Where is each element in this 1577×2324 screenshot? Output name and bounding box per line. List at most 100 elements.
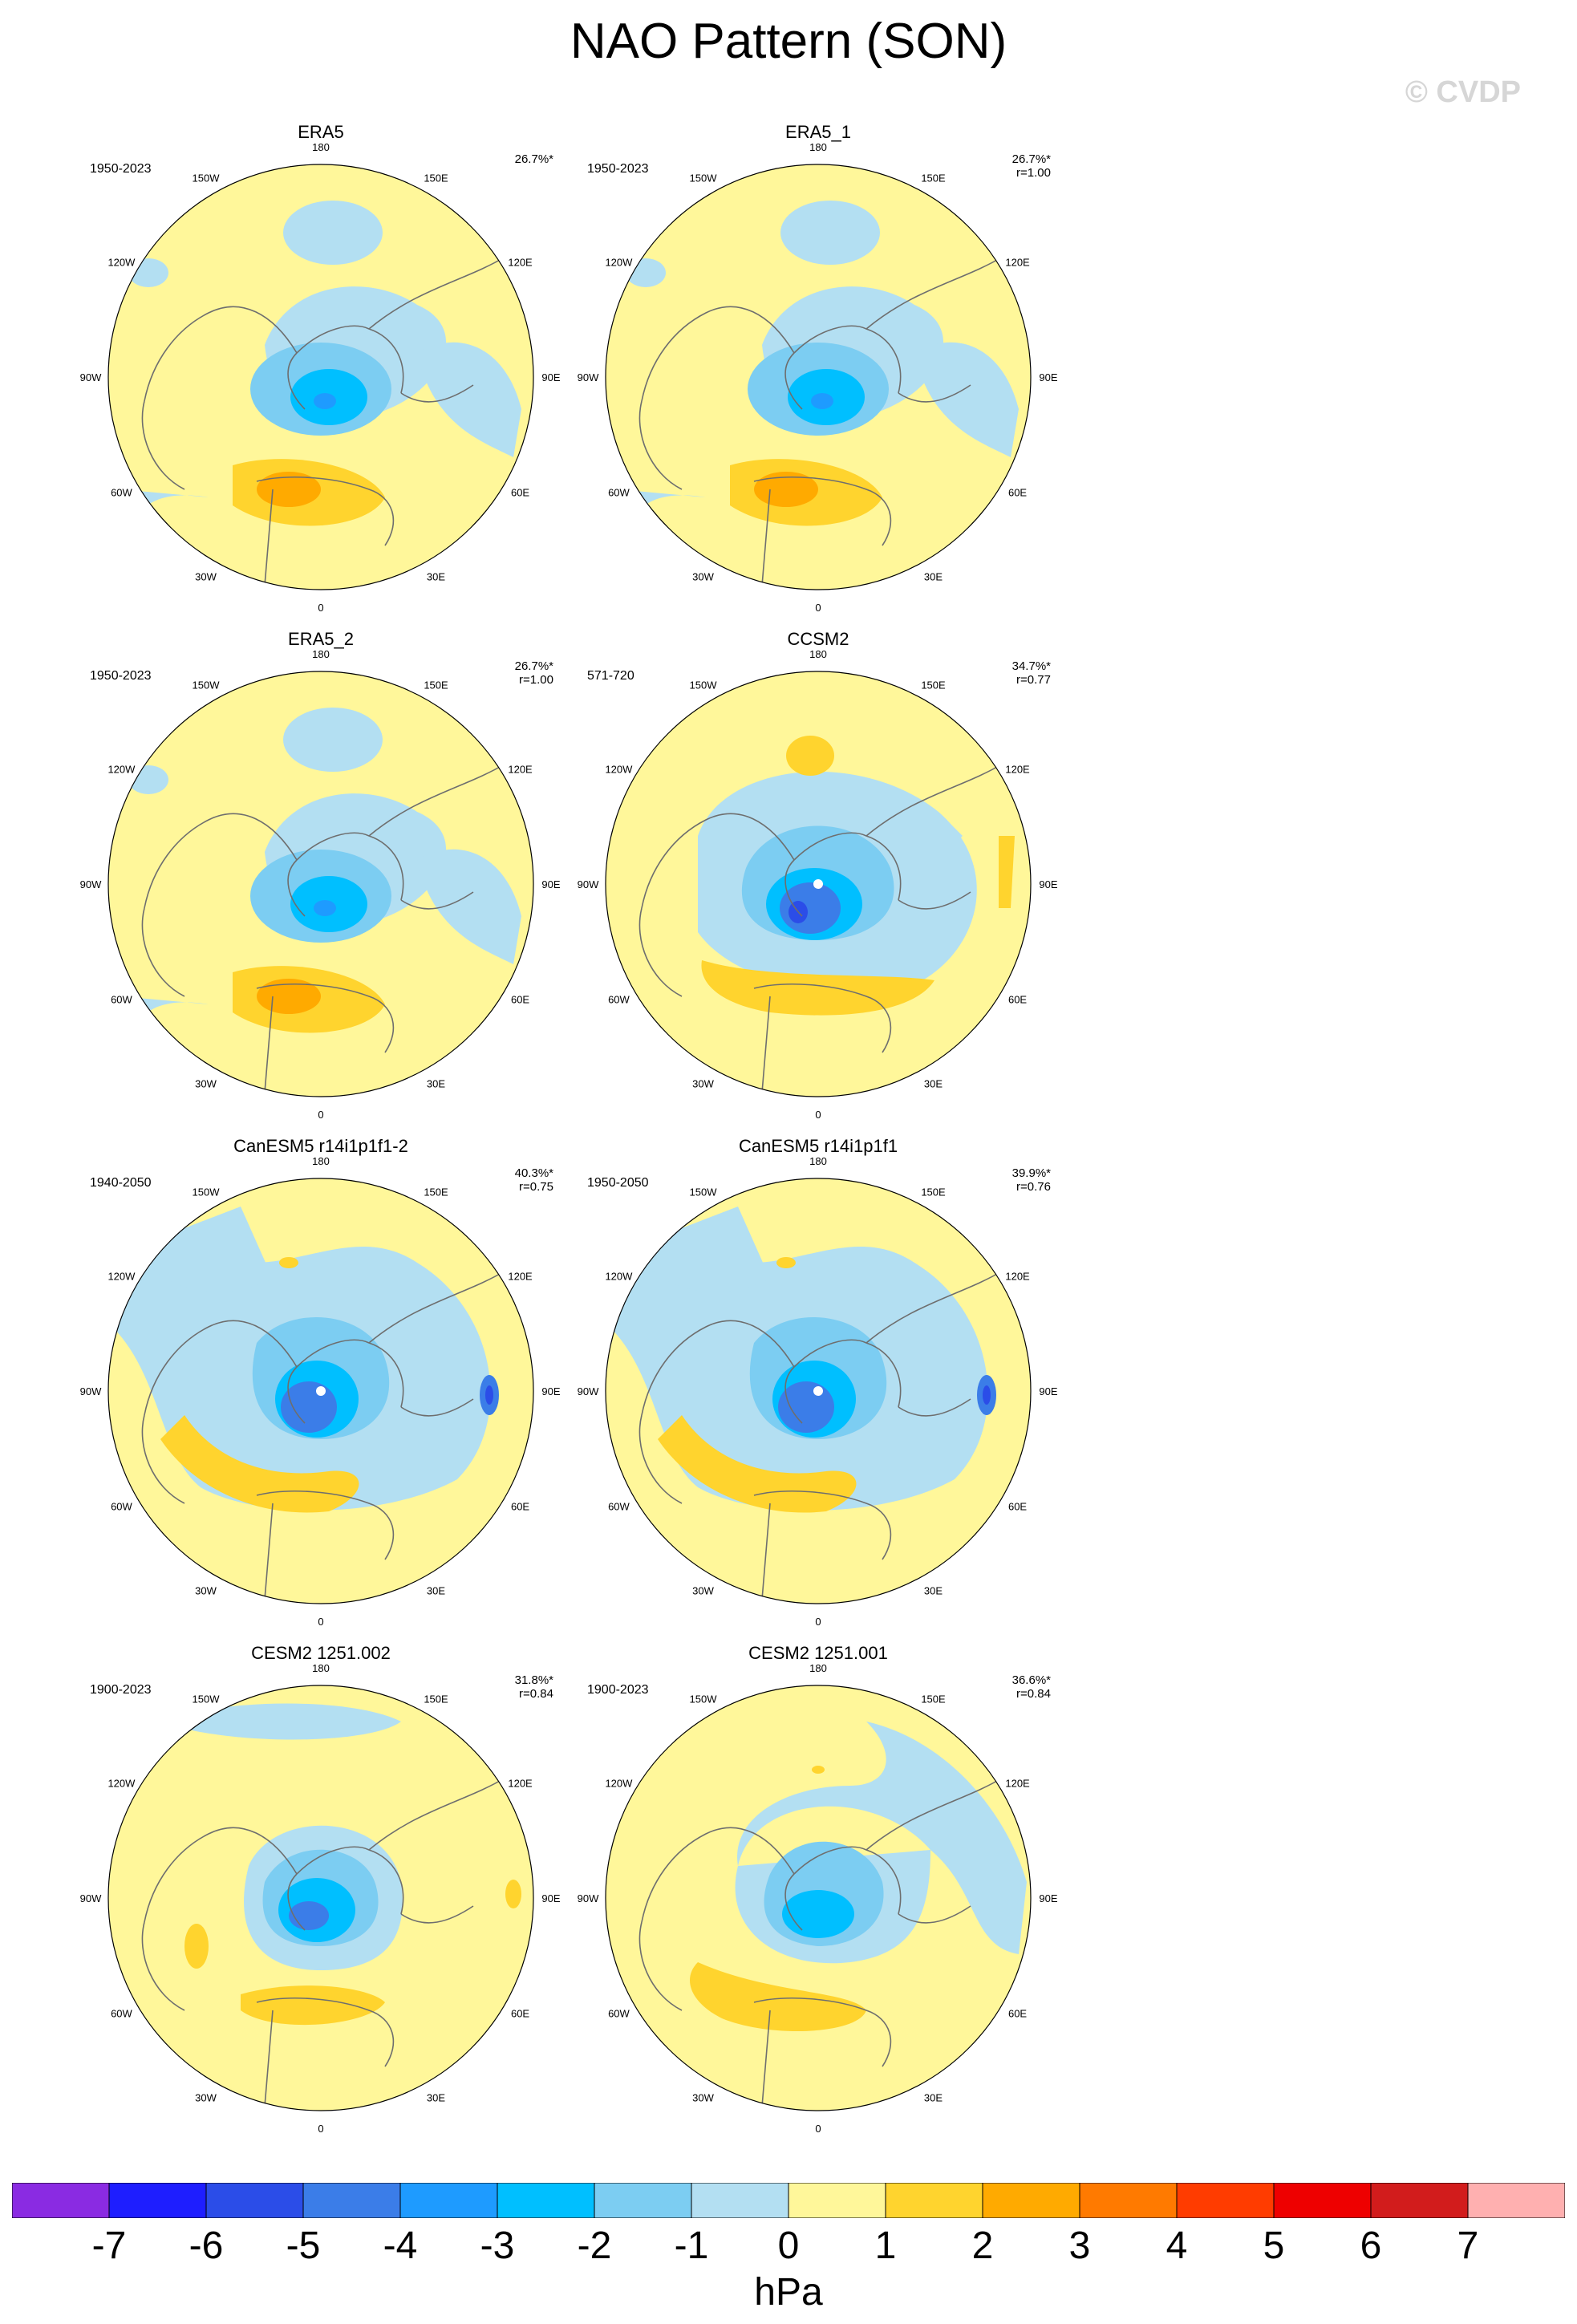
coastline (639, 907, 683, 997)
longitude-label: 120E (508, 1778, 533, 1790)
anomaly-contour (983, 1385, 991, 1405)
variance-explained: 26.7%* (514, 152, 553, 166)
longitude-label: 180 (312, 648, 330, 660)
longitude-label: 180 (809, 1662, 827, 1674)
colorbar-tick-label: -7 (91, 2225, 127, 2267)
longitude-label: 180 (809, 1155, 827, 1167)
coastline (400, 1905, 474, 1924)
coastline (287, 352, 306, 410)
anomaly-contour (658, 1415, 857, 1513)
map-panel: 180 150E 120E 90E 60E 30E 0 30W 60W 90W 120W 150W ER… (578, 122, 1139, 635)
polar-map: 180 150E 120E 90E 60E 30E 0 30W 60W 90W 120W 150W (80, 648, 561, 1121)
panel-stats: 26.7%* (425, 152, 553, 166)
panel-title: CanESM5 r14i1p1f1-2 (233, 1136, 408, 1156)
longitude-label: 180 (312, 141, 330, 153)
longitude-label: 30E (924, 2092, 943, 2104)
coastline (287, 1366, 306, 1424)
longitude-label: 90E (541, 1892, 560, 1904)
longitude-label: 60E (1008, 487, 1027, 499)
longitude-label: 150E (424, 1693, 448, 1705)
longitude-label: 150W (193, 172, 221, 184)
longitude-label: 150W (690, 172, 718, 184)
longitude-label: 0 (815, 2123, 821, 2135)
coastline (141, 1921, 185, 2011)
longitude-label: 150E (424, 172, 448, 184)
longitude-label: 30W (692, 1078, 714, 1090)
coastline (368, 1777, 506, 1851)
longitude-label: 30E (427, 2092, 445, 2104)
coastline (761, 996, 771, 1093)
map-boundary (107, 1685, 534, 2111)
map-boundary (107, 671, 534, 1097)
colorbar-swatch (302, 2183, 401, 2218)
longitude-label: 90W (80, 1385, 102, 1397)
coastline (287, 859, 306, 917)
anomaly-contour (417, 849, 521, 964)
map-panel: 180 150E 120E 90E 60E 30E 0 30W 60W 90W 120W 150W CC… (578, 629, 1139, 1142)
coastline (784, 352, 803, 410)
longitude-label: 0 (815, 1109, 821, 1121)
watermark: © CVDP (1405, 75, 1521, 109)
coastline (264, 996, 274, 1093)
coastline (144, 306, 298, 402)
colorbar-swatch (788, 2183, 886, 2218)
coastline (141, 907, 185, 997)
anomaly-contour (241, 1985, 385, 2026)
colorbar-swatch (1079, 2183, 1178, 2218)
coastline (866, 256, 1003, 330)
longitude-label: 90W (80, 878, 102, 890)
map-panel: 180 150E 120E 90E 60E 30E 0 30W 60W 90W 120W 150W ER… (80, 122, 642, 635)
anomaly-contour (782, 1890, 854, 1938)
coastline (368, 763, 506, 837)
longitude-label: 60E (1008, 2008, 1027, 2020)
anomaly-contour (283, 201, 383, 265)
pattern-correlation: r=1.00 (519, 673, 553, 687)
longitude-label: 150E (921, 679, 946, 691)
pattern-correlation: r=0.75 (519, 1180, 553, 1194)
coastline (639, 400, 683, 490)
anomaly-contour (776, 1257, 796, 1268)
map-boundary (605, 164, 1032, 590)
pattern-correlation: r=0.84 (519, 1687, 553, 1701)
map-panel: 180 150E 120E 90E 60E 30E 0 30W 60W 90W 120W 150W Ca… (578, 1136, 1139, 1649)
pattern-correlation: r=1.00 (1016, 166, 1051, 180)
colorbar-tick-label: 3 (1068, 2225, 1091, 2267)
coastline (256, 1998, 395, 2067)
longitude-label: 30W (692, 571, 714, 583)
figure-title: NAO Pattern (SON) (570, 14, 1007, 69)
coastline (368, 256, 506, 330)
colorbar-tick-label: -1 (674, 2225, 709, 2267)
coastline (753, 1998, 892, 2067)
longitude-label: 120E (508, 764, 533, 776)
coastline (256, 984, 395, 1053)
longitude-label: 60W (111, 1501, 132, 1513)
coastline (641, 1320, 795, 1416)
longitude-label: 150W (690, 679, 718, 691)
longitude-label: 60E (511, 487, 529, 499)
coastline (641, 813, 795, 909)
coastline (761, 489, 771, 586)
map-boundary (107, 164, 534, 590)
longitude-label: 120E (1005, 1271, 1030, 1283)
longitude-label: 90W (80, 371, 102, 383)
longitude-label: 30E (924, 1585, 943, 1597)
panel-stats: 26.7%* r=1.00 (425, 659, 553, 687)
coastline (753, 1491, 892, 1560)
colorbar-tick-label: -5 (286, 2225, 321, 2267)
colorbar-swatch (1273, 2183, 1372, 2218)
longitude-label: 150E (921, 1186, 946, 1198)
coastline (753, 477, 892, 546)
pattern-correlation: r=0.84 (1016, 1687, 1051, 1701)
longitude-label: 180 (809, 141, 827, 153)
longitude-label: 90E (1039, 1892, 1057, 1904)
longitude-label: 180 (312, 1155, 330, 1167)
coastline (866, 763, 1003, 837)
longitude-label: 60E (511, 2008, 529, 2020)
colorbar-tick-label: 0 (777, 2225, 800, 2267)
map-panel: 180 150E 120E 90E 60E 30E 0 30W 60W 90W 120W 150W ER… (80, 629, 642, 1142)
longitude-label: 150W (193, 1186, 221, 1198)
coastline (784, 1873, 803, 1931)
anomaly-contour (160, 1415, 359, 1513)
longitude-label: 150E (921, 1693, 946, 1705)
longitude-label: 90W (578, 878, 599, 890)
